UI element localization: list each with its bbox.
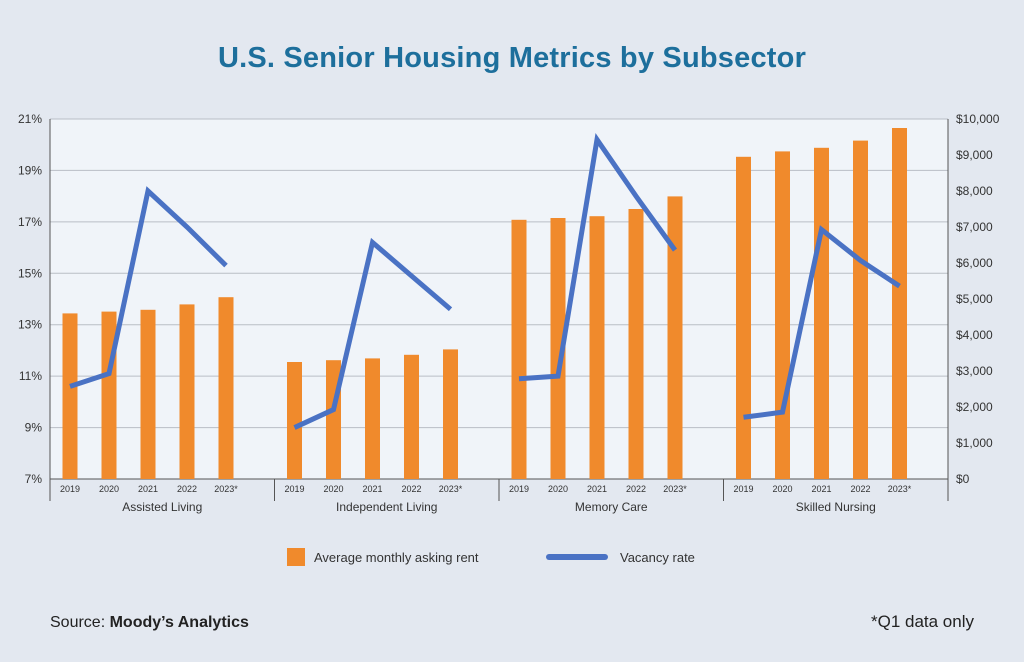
bar (589, 216, 605, 479)
right-axis-tick-label: $2,000 (956, 400, 993, 414)
x-tick-label: 2019 (60, 484, 80, 494)
x-tick-label: 2019 (733, 484, 753, 494)
x-tick-label: 2023* (439, 484, 463, 494)
series-line-vacancy (69, 186, 228, 389)
right-axis-tick-label: $0 (956, 472, 970, 486)
x-tick-label: 2022 (850, 484, 870, 494)
x-tick-label: 2021 (587, 484, 607, 494)
left-axis-tick-label: 15% (18, 266, 42, 280)
group-label: Skilled Nursing (796, 500, 876, 514)
group-label: Assisted Living (122, 500, 202, 514)
bar (628, 209, 644, 479)
right-axis-tick-label: $7,000 (956, 220, 993, 234)
bar (892, 128, 907, 479)
x-tick-label: 2023* (663, 484, 687, 494)
x-tick-label: 2020 (772, 484, 792, 494)
bar (404, 354, 419, 479)
x-tick-label: 2019 (509, 484, 529, 494)
legend-label-vacancy: Vacancy rate (620, 549, 695, 565)
bar (814, 147, 829, 480)
bar (775, 151, 790, 479)
right-axis-tick-label: $1,000 (956, 436, 993, 450)
plot-area (50, 119, 948, 479)
x-tick-label: 2021 (811, 484, 831, 494)
legend-item-rent: Average monthly asking rent (287, 547, 479, 567)
chart-title: U.S. Senior Housing Metrics by Subsector (217, 42, 807, 74)
legend-label-rent: Average monthly asking rent (314, 549, 479, 565)
right-axis-tick-label: $3,000 (956, 364, 993, 378)
right-axis-tick-label: $10,000 (956, 112, 1000, 126)
source-note: Source: Moody’s Analytics (50, 614, 249, 632)
legend-item-vacancy: Vacancy rate (546, 547, 695, 567)
series-line-vacancy (743, 225, 901, 420)
right-axis-tick-label: $5,000 (956, 292, 993, 306)
left-axis-tick-label: 13% (18, 318, 42, 332)
bar (179, 304, 195, 479)
x-tick-label: 2021 (138, 484, 158, 494)
x-tick-label: 2022 (401, 484, 421, 494)
bar (550, 218, 566, 479)
left-axis-tick-label: 7% (25, 472, 43, 486)
x-tick-label: 2022 (177, 484, 197, 494)
footnote: *Q1 data only (870, 612, 974, 631)
source-value: Moody’s Analytics (109, 614, 249, 631)
bar (511, 219, 527, 480)
right-axis-tick-label: $8,000 (956, 184, 993, 198)
left-axis-tick-label: 9% (25, 421, 43, 435)
right-axis-tick-label: $6,000 (956, 256, 993, 270)
x-tick-label: 2022 (626, 484, 646, 494)
x-tick-label: 2023* (214, 484, 238, 494)
bar (736, 156, 751, 480)
series-line-vacancy (293, 237, 453, 430)
legend-swatch-vacancy (546, 554, 608, 560)
legend-swatch-rent (287, 548, 305, 566)
right-axis-tick-label: $4,000 (956, 328, 993, 342)
bar (443, 349, 458, 479)
bar (667, 196, 683, 479)
left-axis-tick-label: 11% (19, 369, 42, 383)
bar (853, 140, 868, 479)
group-label: Memory Care (575, 500, 648, 514)
x-tick-label: 2020 (548, 484, 568, 494)
x-tick-label: 2021 (362, 484, 382, 494)
x-tick-label: 2023* (888, 484, 912, 494)
bar (62, 313, 78, 479)
left-axis-tick-label: 21% (18, 112, 42, 126)
group-label: Independent Living (336, 500, 437, 514)
bar (101, 311, 117, 479)
bar (287, 362, 302, 479)
right-axis-tick-label: $9,000 (956, 148, 993, 162)
left-axis-tick-label: 19% (18, 163, 42, 177)
left-axis-tick-label: 17% (18, 215, 42, 229)
x-tick-label: 2019 (284, 484, 304, 494)
bar (218, 297, 234, 479)
bar (140, 309, 156, 479)
bar (365, 358, 380, 479)
series-line-vacancy (518, 133, 678, 382)
source-label: Source: (50, 614, 110, 631)
x-tick-label: 2020 (99, 484, 119, 494)
x-tick-label: 2020 (323, 484, 343, 494)
